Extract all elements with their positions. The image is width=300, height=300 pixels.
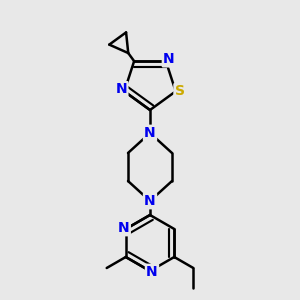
Text: N: N: [146, 265, 158, 279]
Text: N: N: [144, 126, 156, 140]
Text: N: N: [118, 221, 130, 235]
Text: N: N: [116, 82, 127, 96]
Text: S: S: [175, 84, 185, 98]
Text: N: N: [163, 52, 175, 66]
Text: N: N: [144, 194, 156, 208]
